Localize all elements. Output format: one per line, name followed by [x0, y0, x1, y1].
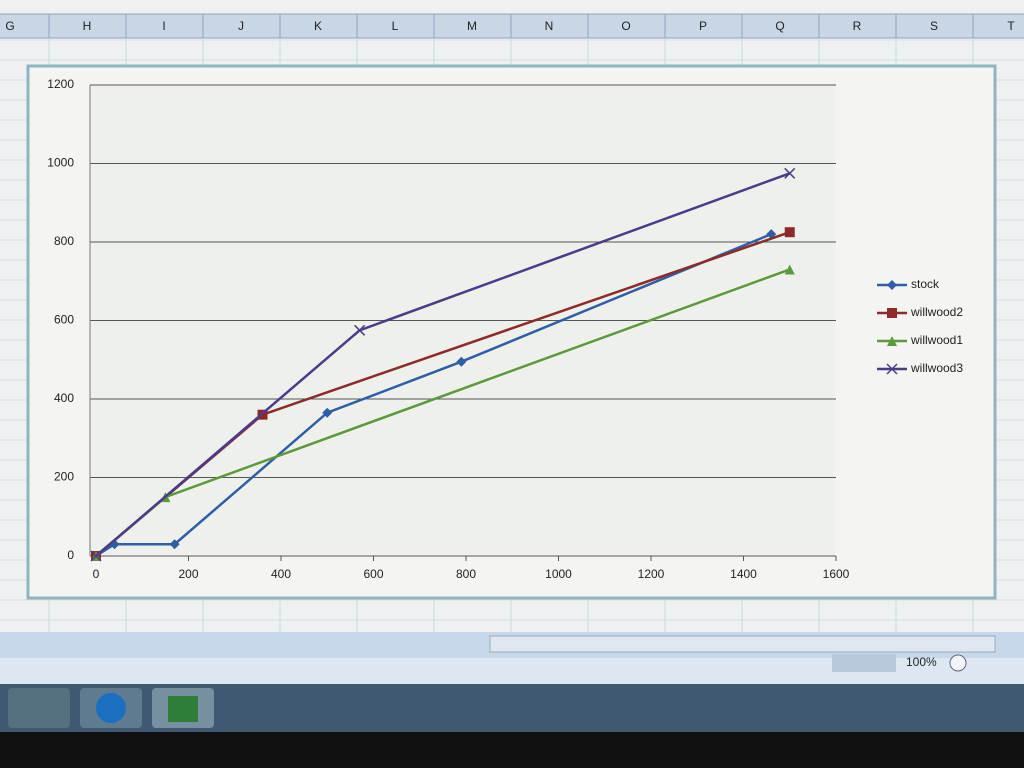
view-buttons[interactable] [832, 654, 896, 672]
x-tick-label: 400 [271, 567, 291, 581]
marker [90, 550, 102, 562]
column-label: P [699, 19, 707, 33]
column-header-bar [0, 14, 1024, 38]
zoom-out[interactable] [949, 654, 967, 672]
x-tick-label: 800 [456, 567, 476, 581]
legend-marker [887, 336, 897, 346]
hp-logo [96, 693, 126, 723]
legend-marker [886, 363, 898, 375]
column-label: T [1007, 19, 1015, 33]
tray [920, 692, 1010, 716]
marker [456, 356, 467, 367]
excel-icon [168, 696, 198, 722]
column-label: K [314, 19, 322, 33]
y-tick-label: 400 [54, 391, 74, 405]
column-label: S [930, 19, 938, 33]
column-label: N [545, 19, 554, 33]
marker [322, 407, 333, 418]
x-tick-label: 1600 [823, 567, 850, 581]
marker [354, 324, 366, 336]
column-label: L [392, 19, 399, 33]
y-tick-label: 800 [54, 234, 74, 248]
zoom-level: 100% [906, 655, 937, 669]
y-tick-label: 1200 [47, 77, 74, 91]
marker [784, 227, 795, 238]
legend-marker [887, 308, 897, 318]
y-tick-label: 600 [54, 313, 74, 327]
y-tick-label: 1000 [47, 156, 74, 170]
column-label: J [238, 19, 244, 33]
column-label: G [5, 19, 14, 33]
column-label: I [162, 19, 165, 33]
x-tick-label: 1200 [638, 567, 665, 581]
column-label: M [467, 19, 477, 33]
series-line [95, 232, 772, 558]
column-label: H [83, 19, 92, 33]
y-tick-label: 200 [54, 470, 74, 484]
start-button[interactable] [8, 688, 70, 728]
marker [784, 167, 796, 179]
legend-label: stock [911, 277, 940, 291]
x-tick-label: 1400 [730, 567, 757, 581]
column-label: Q [775, 19, 784, 33]
legend-label: willwood1 [910, 333, 963, 347]
legend-marker [887, 280, 897, 290]
marker [169, 539, 180, 550]
scroll-thumb[interactable] [489, 635, 996, 653]
x-tick-label: 0 [93, 567, 100, 581]
legend-label: willwood2 [910, 305, 963, 319]
legend-label: willwood3 [910, 361, 963, 375]
column-label: R [853, 19, 862, 33]
column-header [972, 13, 1024, 39]
marker [784, 264, 795, 275]
column-label: O [621, 19, 630, 33]
x-tick-label: 1000 [545, 567, 572, 581]
x-tick-label: 200 [178, 567, 198, 581]
y-tick-label: 0 [67, 548, 74, 562]
x-tick-label: 600 [363, 567, 383, 581]
